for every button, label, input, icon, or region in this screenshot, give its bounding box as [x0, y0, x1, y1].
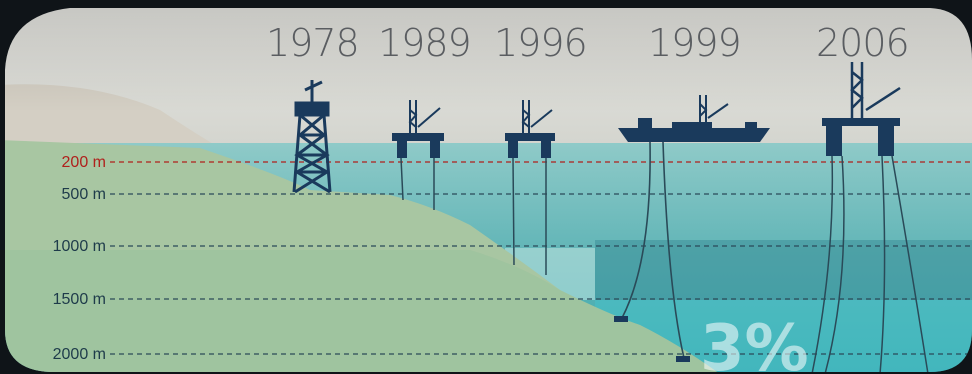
platform-2006-icon — [811, 62, 929, 372]
depth-label-500: 500 m — [62, 186, 106, 203]
year-label-1999: 1999 — [648, 21, 741, 65]
year-label-1996: 1996 — [494, 21, 587, 65]
depth-labels: 200 m 500 m 1000 m 1500 m 2000 m — [53, 154, 106, 363]
platform-1996-icon — [505, 100, 555, 275]
platform-1978-icon — [292, 80, 332, 194]
drillship-1999-icon — [614, 95, 770, 362]
platform-1989-icon — [392, 100, 444, 210]
year-label-1978: 1978 — [266, 21, 359, 65]
year-label-2006: 2006 — [816, 21, 909, 65]
depth-label-2000: 2000 m — [53, 346, 106, 363]
year-label-1989: 1989 — [378, 21, 471, 65]
depth-label-200: 200 m — [62, 154, 106, 171]
depth-label-1500: 1500 m — [53, 291, 106, 308]
depth-label-1000: 1000 m — [53, 238, 106, 255]
percentage-callout: 3% — [700, 312, 809, 374]
year-labels: 1978 1989 1996 1999 2006 — [266, 21, 910, 65]
